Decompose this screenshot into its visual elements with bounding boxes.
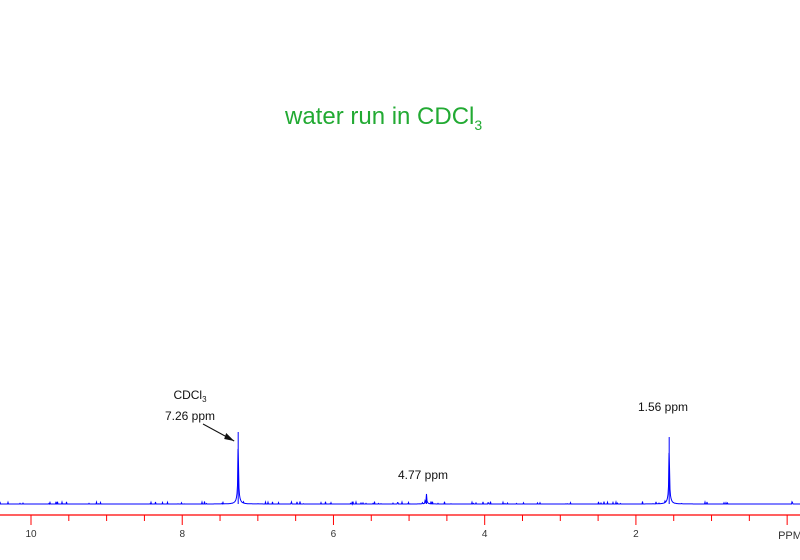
annotation-water-4-77: 4.77 ppm xyxy=(397,468,449,482)
title-text: water run in CDCl xyxy=(285,103,475,130)
annotation-water-1-56: 1.56 ppm xyxy=(637,400,689,414)
arrow-head-icon xyxy=(224,433,235,441)
annotation-cdcl3: CDCl3 7.26 ppm xyxy=(155,387,225,424)
tick-label: 4 xyxy=(482,529,488,540)
spectrum-trace xyxy=(0,448,800,506)
tick-label: 2 xyxy=(633,529,639,540)
tick-label: 6 xyxy=(331,529,337,540)
x-axis-label: PPM xyxy=(778,530,800,542)
tick-label: 10 xyxy=(25,529,37,540)
tick-label: 8 xyxy=(179,529,185,540)
title-subscript: 3 xyxy=(474,117,483,133)
annotation-cdcl3-shift: 7.26 ppm xyxy=(164,409,216,423)
annotation-cdcl3-sub: 3 xyxy=(202,395,207,404)
chart-title: water run in CDCl3 xyxy=(285,103,482,133)
annotation-cdcl3-name: CDCl xyxy=(173,388,203,402)
